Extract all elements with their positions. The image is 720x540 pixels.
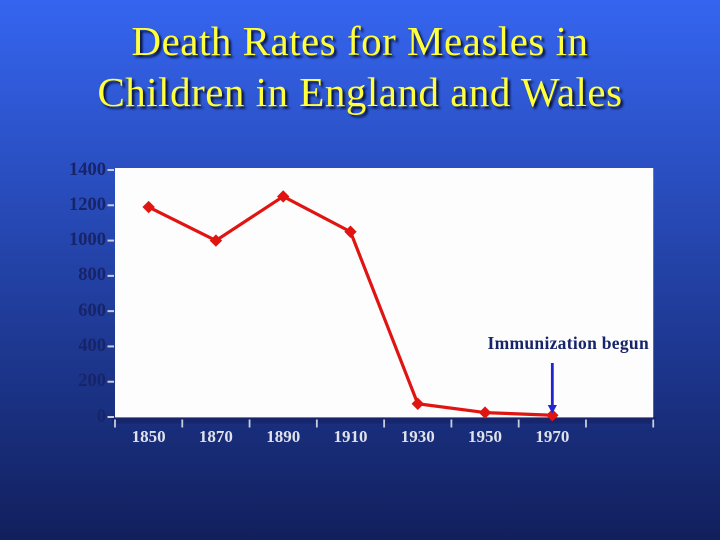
annotation-immunization-begun: Immunization begun [487, 333, 649, 353]
data-point-diamond [277, 190, 290, 203]
x-axis-label: 1970 [535, 426, 570, 446]
data-point-diamond [142, 200, 155, 214]
x-axis-label: 1870 [198, 426, 233, 446]
x-axis-label: 1850 [131, 426, 166, 446]
data-point-diamond [209, 234, 223, 247]
y-axis-label: 200 [78, 371, 106, 392]
data-point-diamond [478, 406, 492, 419]
x-axis-label: 1910 [333, 426, 368, 446]
data-point-diamond [546, 409, 559, 422]
y-axis-label: 400 [78, 335, 106, 356]
y-axis-label: 1200 [69, 194, 106, 215]
y-axis-label: 0 [96, 406, 106, 427]
data-point-diamond [411, 397, 424, 410]
y-axis-label: 800 [78, 265, 106, 286]
y-axis-label: 1400 [69, 159, 106, 180]
x-axis-label: 1950 [468, 426, 503, 446]
y-axis-label: 1000 [69, 230, 106, 251]
slide-title-line2: Children in England and Wales [97, 69, 623, 115]
x-axis-label: 1890 [266, 426, 301, 446]
annotation-arrow-head [547, 405, 557, 414]
data-point-diamond [344, 225, 357, 238]
y-axis-label: 600 [78, 300, 106, 321]
slide-title-line1: Death Rates for Measles in [131, 18, 589, 64]
plot-area [115, 168, 654, 418]
x-axis-label: 1930 [400, 426, 435, 446]
slide-title: Death Rates for Measles in Children in E… [0, 16, 720, 118]
